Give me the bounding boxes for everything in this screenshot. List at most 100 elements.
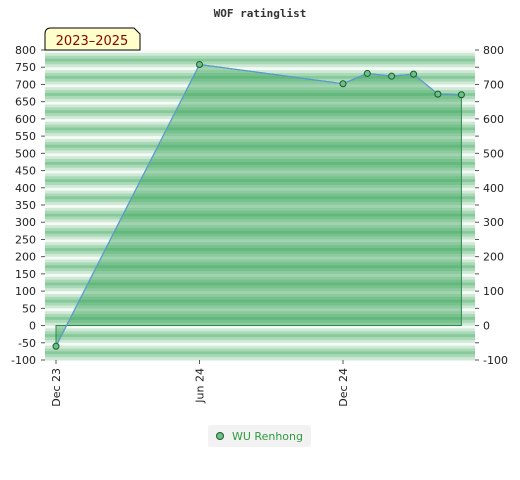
y-tick-label: 600	[15, 113, 36, 126]
grid-band	[45, 95, 475, 100]
grid-band	[45, 136, 475, 140]
grid-band	[45, 81, 475, 85]
y-tick-label: 400	[15, 182, 36, 195]
x-tick-label: Dec 24	[337, 368, 350, 407]
legend[interactable]: WU Renhong	[208, 425, 311, 447]
grid-band	[45, 72, 475, 77]
grid-band	[45, 291, 475, 295]
data-point	[388, 72, 396, 80]
grid-band	[45, 161, 475, 166]
y-tick-label: 200	[15, 251, 36, 264]
grid-band	[45, 296, 475, 301]
grid-band	[45, 124, 475, 128]
grid-band	[45, 159, 475, 163]
x-axis: Dec 23 Jun 24 Dec 24	[50, 360, 350, 407]
y-tick-label: 550	[15, 130, 36, 143]
grid-band	[45, 179, 475, 183]
grid-band	[45, 87, 475, 91]
grid-band	[45, 153, 475, 157]
grid-band	[45, 259, 475, 263]
data-point	[410, 70, 418, 78]
grid-band	[45, 144, 475, 149]
grid-band	[45, 176, 475, 180]
y-right-tick-label: -100	[483, 354, 508, 367]
y-axis-left: 8007507006506005505004504003503002502001…	[11, 44, 45, 367]
y-right-tick-label: 700	[483, 78, 504, 91]
y-tick-label: 700	[15, 78, 36, 91]
grid-band	[45, 357, 475, 361]
data-point	[434, 90, 442, 98]
y-tick-label: 150	[15, 268, 36, 281]
grid-band	[45, 316, 475, 321]
grid-band	[45, 322, 475, 327]
grid-band	[45, 242, 475, 246]
grid-band	[45, 133, 475, 137]
grid-band	[45, 107, 475, 111]
data-point	[457, 91, 465, 99]
grid-band	[45, 282, 475, 286]
y-right-tick-label: 0	[483, 320, 490, 333]
grid-band	[45, 199, 475, 203]
x-tick-label: Jun 24	[194, 368, 207, 404]
grid-band	[45, 75, 475, 80]
legend-label: WU Renhong	[232, 429, 303, 443]
grid-band	[45, 219, 475, 223]
grid-band	[45, 55, 475, 60]
grid-band	[45, 118, 475, 123]
grid-band	[45, 216, 475, 220]
grid-band	[45, 225, 475, 229]
y-tick-label: 800	[15, 44, 36, 57]
grid-band	[45, 187, 475, 192]
y-right-tick-label: 200	[483, 251, 504, 264]
grid-band	[45, 348, 475, 352]
y-right-tick-label: 600	[483, 113, 504, 126]
y-tick-label: 350	[15, 199, 36, 212]
grid-band	[45, 236, 475, 240]
grid-band	[45, 141, 475, 146]
grid-band	[45, 213, 475, 217]
grid-band	[45, 138, 475, 143]
grid-band	[45, 293, 475, 298]
grid-band	[45, 50, 475, 54]
grid-band	[45, 164, 475, 169]
y-right-tick-label: 300	[483, 216, 504, 229]
grid-band	[45, 93, 475, 97]
grid-band	[45, 70, 475, 74]
grid-band	[45, 285, 475, 289]
grid-band	[45, 156, 475, 160]
grid-band	[45, 328, 475, 332]
data-point	[339, 80, 347, 88]
grid-band	[45, 205, 475, 209]
grid-band	[45, 268, 475, 272]
grid-band	[45, 248, 475, 252]
grid-band	[45, 308, 475, 312]
grid-band	[45, 147, 475, 151]
grid-band	[45, 90, 475, 94]
rating-markers	[52, 60, 465, 350]
grid-band	[45, 104, 475, 108]
y-right-tick-label: 800	[483, 44, 504, 57]
grid-band	[45, 339, 475, 344]
data-point	[52, 342, 60, 350]
y-tick-label: 650	[15, 96, 36, 109]
grid-band	[45, 170, 475, 174]
data-point	[363, 69, 371, 77]
y-tick-label: -50	[18, 337, 36, 350]
grid-band	[45, 127, 475, 131]
grid-band	[45, 52, 475, 57]
grid-band	[45, 202, 475, 206]
grid-band	[45, 110, 475, 114]
grid-band	[45, 167, 475, 172]
grid-band	[45, 273, 475, 278]
y-tick-label: -100	[11, 354, 36, 367]
grid-band	[45, 67, 475, 71]
grid-band	[45, 184, 475, 189]
grid-band	[45, 351, 475, 355]
grid-band	[45, 84, 475, 88]
grid-band	[45, 113, 475, 117]
grid-band	[45, 210, 475, 215]
grid-band	[45, 345, 475, 350]
grid-band	[45, 182, 475, 186]
grid-band	[45, 207, 475, 212]
grid-band	[45, 239, 475, 243]
